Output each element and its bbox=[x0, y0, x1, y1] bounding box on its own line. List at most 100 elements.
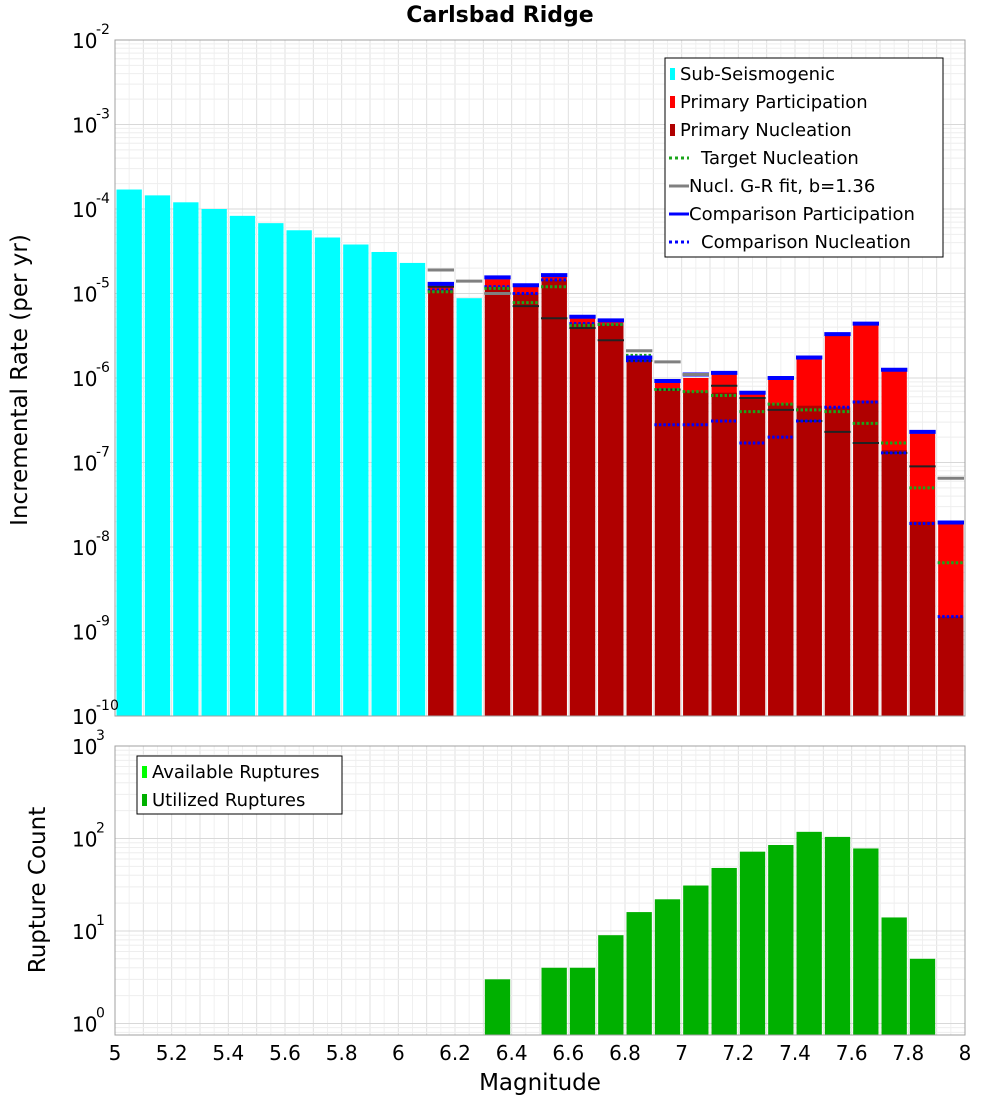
legend-swatch bbox=[670, 96, 675, 108]
primary-nucleation-bar bbox=[626, 360, 652, 716]
y-tick-exponent: -6 bbox=[96, 360, 110, 376]
utilized-ruptures-bar bbox=[881, 917, 907, 1035]
primary-nucleation-bar bbox=[484, 286, 511, 716]
y-tick-exponent: -5 bbox=[96, 276, 110, 292]
y-tick-exponent: -2 bbox=[96, 22, 110, 38]
x-tick-label: 6.4 bbox=[496, 1041, 528, 1065]
y-tick-exponent: -3 bbox=[96, 107, 110, 123]
y-tick-label: 10 bbox=[72, 367, 97, 391]
x-tick-label: 5.8 bbox=[326, 1041, 358, 1065]
primary-nucleation-bar bbox=[739, 397, 766, 716]
sub-seismogenic-bar bbox=[144, 195, 171, 717]
y-tick-exponent: -8 bbox=[96, 529, 110, 545]
legend-label: Nucl. G-R fit, b=1.36 bbox=[689, 176, 875, 197]
y-tick-label: 10 bbox=[72, 621, 97, 645]
x-axis-label: Magnitude bbox=[479, 1070, 601, 1096]
x-tick-label: 7.8 bbox=[892, 1041, 924, 1065]
y-tick-label: 10 bbox=[72, 920, 97, 944]
legend-label: Available Ruptures bbox=[152, 762, 320, 783]
primary-nucleation-bar bbox=[909, 521, 936, 716]
sub-seismogenic-bar bbox=[173, 202, 199, 716]
primary-nucleation-bar bbox=[598, 324, 624, 716]
utilized-ruptures-bar bbox=[711, 867, 737, 1035]
y-tick-exponent: -7 bbox=[96, 445, 110, 461]
primary-nucleation-bar bbox=[824, 407, 851, 716]
y-tick-exponent: -10 bbox=[96, 698, 119, 714]
primary-nucleation-bar bbox=[654, 389, 681, 716]
sub-seismogenic-bar bbox=[456, 298, 482, 716]
utilized-ruptures-bar bbox=[853, 848, 879, 1035]
x-tick-label: 6.2 bbox=[439, 1041, 471, 1065]
legend-label: Comparison Nucleation bbox=[701, 232, 911, 253]
y-tick-label: 10 bbox=[72, 536, 97, 560]
legend-label: Primary Nucleation bbox=[680, 120, 852, 141]
utilized-ruptures-bar bbox=[909, 958, 936, 1035]
utilized-ruptures-bar bbox=[739, 851, 766, 1035]
utilized-ruptures-bar bbox=[484, 979, 511, 1035]
legend-swatch bbox=[670, 68, 675, 80]
y-tick-exponent: 0 bbox=[96, 1005, 105, 1021]
primary-nucleation-bar bbox=[768, 403, 794, 716]
sub-seismogenic-bar bbox=[258, 223, 284, 716]
y-axis-label-count: Rupture Count bbox=[25, 807, 51, 973]
primary-nucleation-bar bbox=[711, 392, 737, 716]
y-tick-exponent: 3 bbox=[96, 728, 105, 744]
chart-title: Carlsbad Ridge bbox=[406, 3, 593, 28]
y-tick-label: 10 bbox=[72, 735, 97, 759]
x-tick-label: 5.4 bbox=[212, 1041, 244, 1065]
x-tick-label: 5 bbox=[109, 1041, 122, 1065]
utilized-ruptures-bar bbox=[683, 885, 709, 1035]
y-tick-label: 10 bbox=[72, 827, 97, 851]
x-tick-label: 6.6 bbox=[552, 1041, 584, 1065]
y-tick-exponent: 2 bbox=[96, 820, 105, 836]
primary-nucleation-bar bbox=[938, 616, 964, 716]
primary-nucleation-bar bbox=[428, 290, 454, 716]
utilized-ruptures-bar bbox=[796, 831, 822, 1035]
y-tick-label: 10 bbox=[72, 452, 97, 476]
legend-label: Sub-Seismogenic bbox=[680, 64, 835, 85]
utilized-ruptures-bar bbox=[626, 912, 652, 1035]
y-tick-label: 10 bbox=[72, 29, 97, 53]
x-tick-label: 7.4 bbox=[779, 1041, 811, 1065]
sub-seismogenic-bar bbox=[343, 244, 369, 716]
utilized-ruptures-bar bbox=[654, 899, 681, 1035]
sub-seismogenic-bar bbox=[371, 251, 397, 717]
sub-seismogenic-bar bbox=[399, 262, 426, 716]
primary-nucleation-bar bbox=[796, 405, 822, 716]
primary-nucleation-bar bbox=[853, 400, 879, 716]
y-tick-label: 10 bbox=[72, 114, 97, 138]
y-tick-label: 10 bbox=[72, 283, 97, 307]
x-tick-label: 5.6 bbox=[269, 1041, 301, 1065]
legend-box bbox=[664, 57, 944, 258]
legend-swatch bbox=[670, 124, 675, 136]
x-tick-label: 7 bbox=[675, 1041, 688, 1065]
x-tick-label: 7.2 bbox=[722, 1041, 754, 1065]
y-tick-exponent: 1 bbox=[96, 913, 105, 929]
sub-seismogenic-bar bbox=[116, 189, 142, 716]
sub-seismogenic-bar bbox=[201, 209, 227, 716]
x-tick-label: 7.6 bbox=[836, 1041, 868, 1065]
utilized-ruptures-bar bbox=[768, 845, 794, 1035]
y-tick-label: 10 bbox=[72, 1012, 97, 1036]
x-tick-label: 6.8 bbox=[609, 1041, 641, 1065]
legend-label: Target Nucleation bbox=[700, 148, 859, 169]
primary-nucleation-bar bbox=[683, 391, 709, 716]
utilized-ruptures-bar bbox=[824, 836, 851, 1035]
legend-swatch bbox=[142, 766, 147, 778]
sub-seismogenic-bar bbox=[229, 215, 256, 717]
plot-frame bbox=[114, 745, 966, 1036]
incremental-rate-plot: 10-1010-910-810-710-610-510-410-310-2Sub… bbox=[72, 22, 966, 729]
utilized-ruptures-bar bbox=[569, 967, 596, 1035]
legend-label: Utilized Ruptures bbox=[152, 790, 305, 811]
legend-swatch bbox=[142, 794, 147, 806]
primary-nucleation-bar bbox=[881, 450, 907, 716]
utilized-ruptures-bar bbox=[541, 967, 567, 1035]
x-tick-label: 5.2 bbox=[156, 1041, 188, 1065]
x-tick-label: 8 bbox=[959, 1041, 972, 1065]
legend-box bbox=[136, 755, 343, 815]
primary-nucleation-bar bbox=[569, 323, 596, 716]
y-axis-label-rate: Incremental Rate (per yr) bbox=[7, 234, 33, 526]
